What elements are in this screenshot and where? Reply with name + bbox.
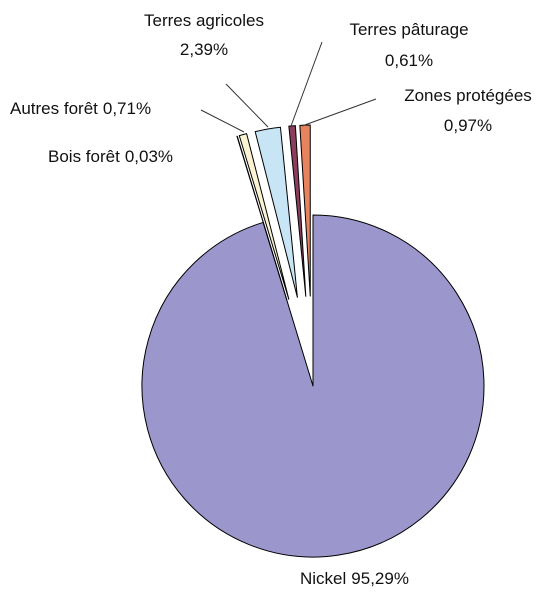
value-label: 0,71% [103, 99, 151, 118]
value-label: 0,03% [125, 147, 173, 166]
pie-slice [299, 124, 311, 297]
category-label: Terres agricoles [144, 11, 264, 30]
leader-line [301, 98, 377, 127]
slice-label: Zones protégées [404, 86, 532, 105]
slice-label: 0,97% [444, 116, 492, 135]
pie-slice [238, 133, 290, 300]
pie-slice [236, 135, 288, 301]
slice-label: Bois forêt 0,03% [48, 147, 173, 166]
leader-line [200, 109, 245, 133]
slice-label: 0,61% [385, 51, 433, 70]
pie-slice [288, 125, 307, 297]
category-label: Zones protégées [404, 86, 532, 105]
slice-label: 2,39% [180, 40, 228, 59]
category-label: Bois forêt [48, 147, 120, 166]
category-label: Autres forêt [10, 99, 98, 118]
leader-line [225, 83, 269, 128]
slice-label: Terres pâturage [349, 20, 468, 39]
pie-slice [141, 214, 485, 558]
slice-label: Autres forêt 0,71% [10, 99, 151, 118]
value-label: 95,29% [351, 569, 409, 588]
leader-line [290, 41, 323, 127]
slice-label: Nickel 95,29% [300, 569, 409, 588]
category-label: Nickel [300, 569, 346, 588]
value-label: 0,61% [385, 51, 433, 70]
category-label: Terres pâturage [349, 20, 468, 39]
value-label: 2,39% [180, 40, 228, 59]
slice-label: Terres agricoles [144, 11, 264, 30]
value-label: 0,97% [444, 116, 492, 135]
pie-slice [254, 126, 298, 298]
